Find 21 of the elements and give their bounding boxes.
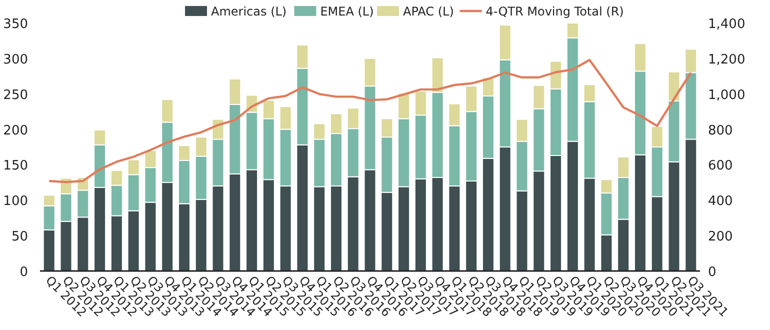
line-series: [48, 58, 692, 184]
y-tick-label: 300: [3, 52, 28, 68]
y2-tick-label: 1,200: [708, 52, 746, 68]
y-tick-label: 350: [3, 17, 28, 32]
y2-tick-label: 1,000: [708, 88, 746, 103]
legend-label: 4-QTR Moving Total (R): [486, 4, 624, 18]
y2-tick-label: 400: [708, 194, 733, 210]
y2-tick-label: 200: [708, 230, 733, 245]
y2-tick-label: 0: [708, 265, 716, 280]
y-tick-label: 150: [3, 158, 28, 174]
y-tick-label: 200: [3, 123, 28, 138]
legend-label: APAC (L): [403, 4, 454, 18]
y-tick-label: 0: [20, 265, 28, 280]
legend-label: Americas (L): [211, 4, 287, 18]
y-tick-label: 50: [11, 230, 28, 245]
legend-label: EMEA (L): [320, 4, 374, 18]
y-tick-label: 250: [3, 88, 28, 103]
y2-tick-label: 1,400: [708, 17, 746, 32]
y2-tick-label: 600: [708, 158, 733, 174]
y-tick-label: 100: [3, 194, 28, 210]
y2-tick-label: 800: [708, 123, 733, 138]
